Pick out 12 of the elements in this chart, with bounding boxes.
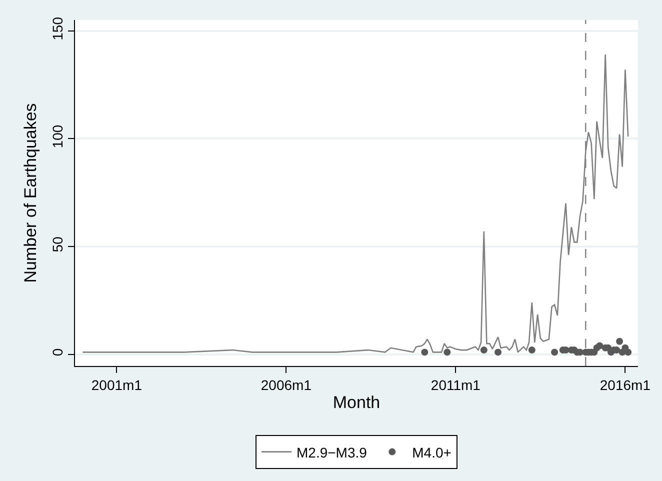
legend-label: M4.0+ — [412, 444, 452, 460]
legend-label: M2.9−M3.9 — [296, 444, 368, 460]
y-tick-label: 150 — [49, 16, 66, 40]
x-tick-label: 2016m1 — [600, 376, 651, 393]
y-tick-label: 50 — [49, 236, 66, 252]
y-tick-label: 0 — [49, 348, 66, 356]
x-tick-label: 2011m1 — [430, 376, 481, 393]
y-tick-label: 100 — [49, 124, 66, 148]
x-tick-label: 2006m1 — [260, 376, 312, 393]
x-tick-label: 2001m1 — [91, 376, 142, 393]
y-axis-title: Number of Earthquakes — [20, 103, 40, 283]
x-axis-title: Month — [332, 393, 380, 412]
